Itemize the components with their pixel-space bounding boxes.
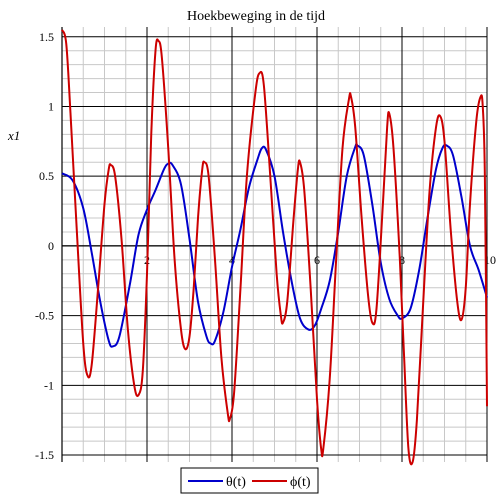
x-tick-label: 10 [484,253,496,267]
y-tick-label: 1 [48,99,54,113]
tick-labels: 2 4 6 8 101.510.50-0.5-1-1.5 [35,30,496,462]
y-axis-label: x1 [7,128,20,143]
theta-series-line [61,142,488,348]
phi-series-line [61,29,488,466]
y-tick-label: 0.5 [39,169,54,183]
x-tick-label: 6 [314,253,320,267]
legend-label: ϕ(t) [290,475,311,490]
chart-title: Hoekbeweging in de tijd [187,9,325,24]
series-lines [61,29,488,466]
x-tick-label: 8 [399,253,405,267]
y-tick-label: -1 [44,378,54,392]
x-tick-label: 4 [229,253,235,267]
legend: θ(t) ϕ(t) [180,467,319,494]
y-tick-label: 1.5 [39,30,54,44]
y-tick-label: 0 [48,239,54,253]
y-tick-label: -1.5 [35,448,54,462]
legend-label: θ(t) [226,475,246,490]
y-tick-label: -0.5 [35,309,54,323]
